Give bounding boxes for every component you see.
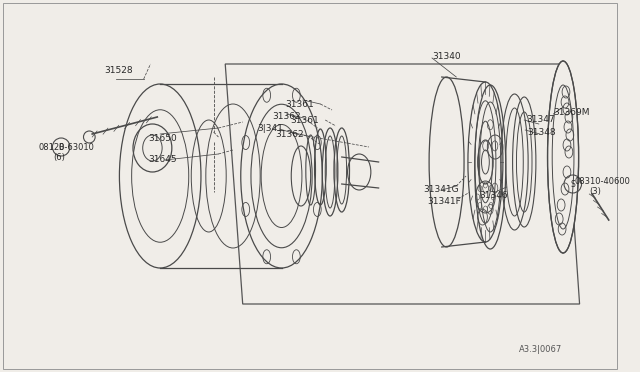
Text: 31645: 31645 [148, 154, 177, 164]
Text: A3.3|0067: A3.3|0067 [520, 346, 563, 355]
Text: 08310-40600: 08310-40600 [575, 176, 630, 186]
Text: 31341G: 31341G [423, 185, 459, 193]
Text: 31346: 31346 [479, 190, 508, 199]
Text: 31340: 31340 [432, 51, 461, 61]
Text: 31341F: 31341F [427, 196, 461, 205]
Text: 31361: 31361 [285, 99, 314, 109]
Text: 31650: 31650 [148, 134, 177, 142]
Text: B: B [59, 142, 64, 151]
Text: 31361: 31361 [291, 115, 319, 125]
Ellipse shape [548, 61, 579, 253]
Text: 31528: 31528 [104, 65, 132, 74]
Text: 31362: 31362 [272, 112, 300, 121]
Text: S: S [570, 180, 575, 189]
Text: (6): (6) [53, 153, 65, 161]
Text: 3|341: 3|341 [257, 124, 283, 132]
Text: 31347: 31347 [526, 115, 555, 124]
Text: 08120-63010: 08120-63010 [39, 142, 95, 151]
Text: 31348: 31348 [527, 128, 556, 137]
Text: 31369M: 31369M [554, 108, 590, 116]
Text: (3): (3) [589, 186, 601, 196]
Text: 31362: 31362 [276, 129, 305, 138]
